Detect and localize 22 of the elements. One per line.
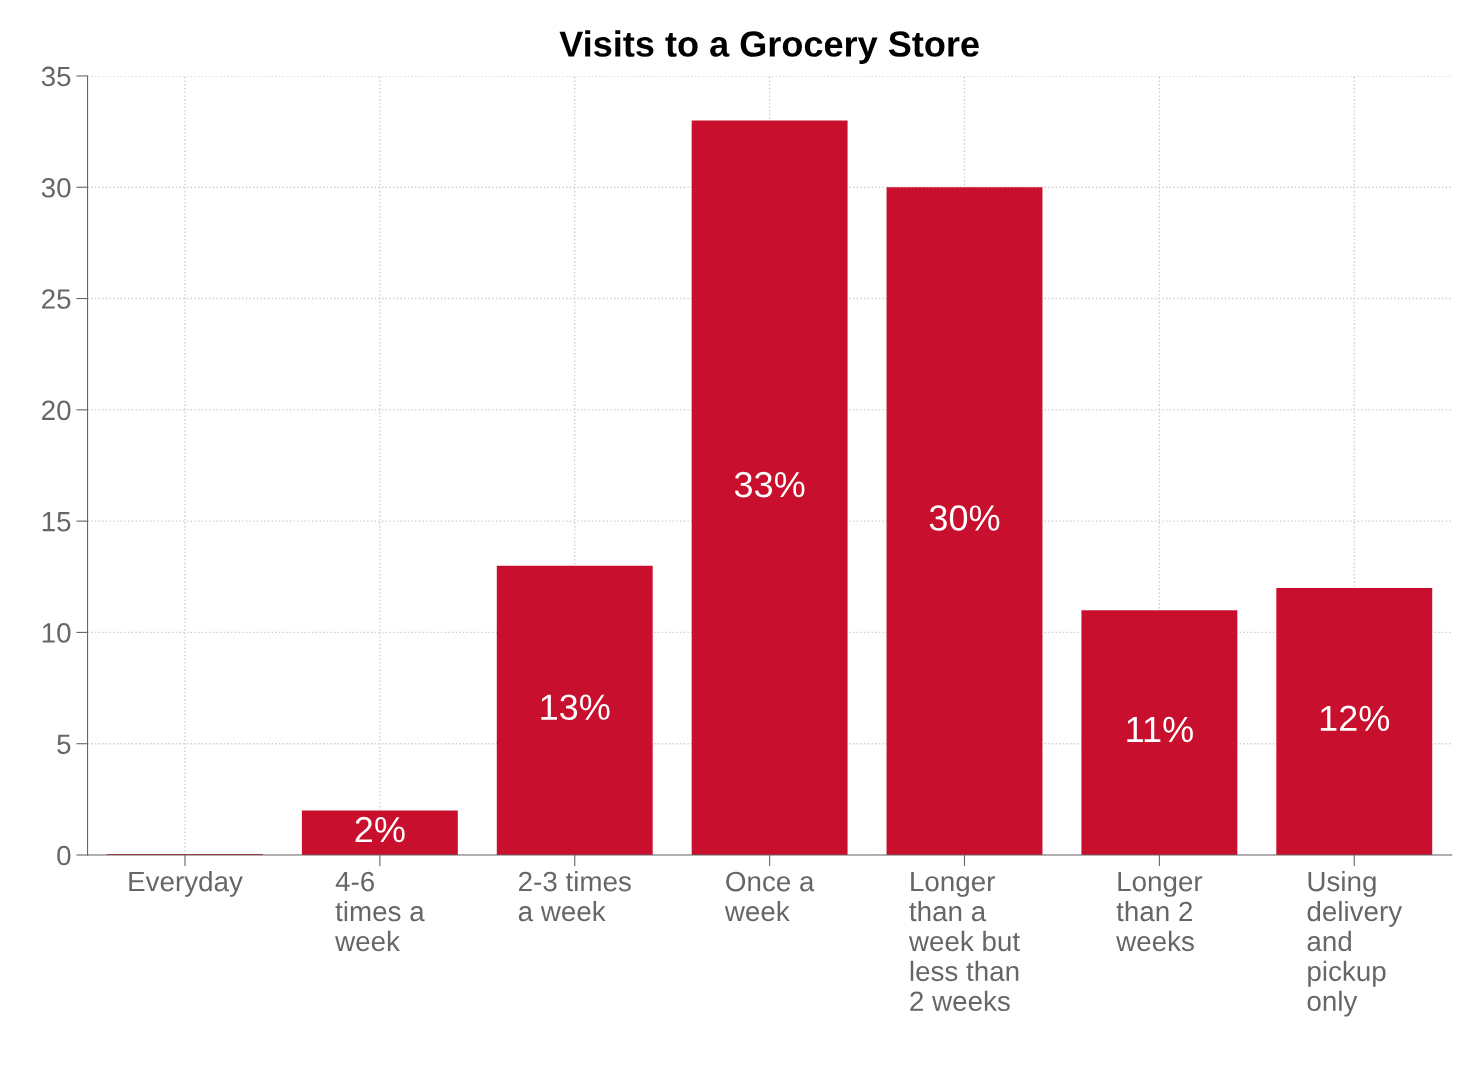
- y-tick-label: 5: [57, 734, 71, 755]
- data-label: 13%: [541, 694, 610, 721]
- y-tick-label: 15: [42, 512, 71, 532]
- x-tick-label: 2-3 times a week: [518, 870, 631, 922]
- y-tick-label: 20: [42, 400, 71, 421]
- x-tick-label: Longer than a week but less than 2 weeks: [908, 871, 1020, 1012]
- data-label: 30%: [929, 505, 1000, 531]
- x-tick-label: Using delivery and pickup only: [1307, 870, 1403, 1017]
- x-tick-label: Once a week: [724, 871, 815, 922]
- y-tick-label: 0: [57, 845, 71, 866]
- y-tick-label: 25: [42, 289, 71, 309]
- chart-title: Visits to a Grocery Store: [559, 30, 979, 64]
- data-label: 33%: [734, 471, 805, 498]
- y-tick-label: 10: [42, 623, 71, 643]
- x-tick-label: 4-6 times a week: [335, 871, 425, 952]
- data-label: 12%: [1320, 705, 1390, 731]
- y-tick-label: 30: [41, 177, 71, 198]
- x-tick-label: Everyday: [129, 870, 243, 897]
- data-label: 2%: [355, 816, 405, 843]
- y-tick-label: 35: [41, 66, 71, 87]
- data-label: 11%: [1127, 716, 1193, 743]
- x-tick-label: Longer than 2 weeks: [1116, 871, 1203, 952]
